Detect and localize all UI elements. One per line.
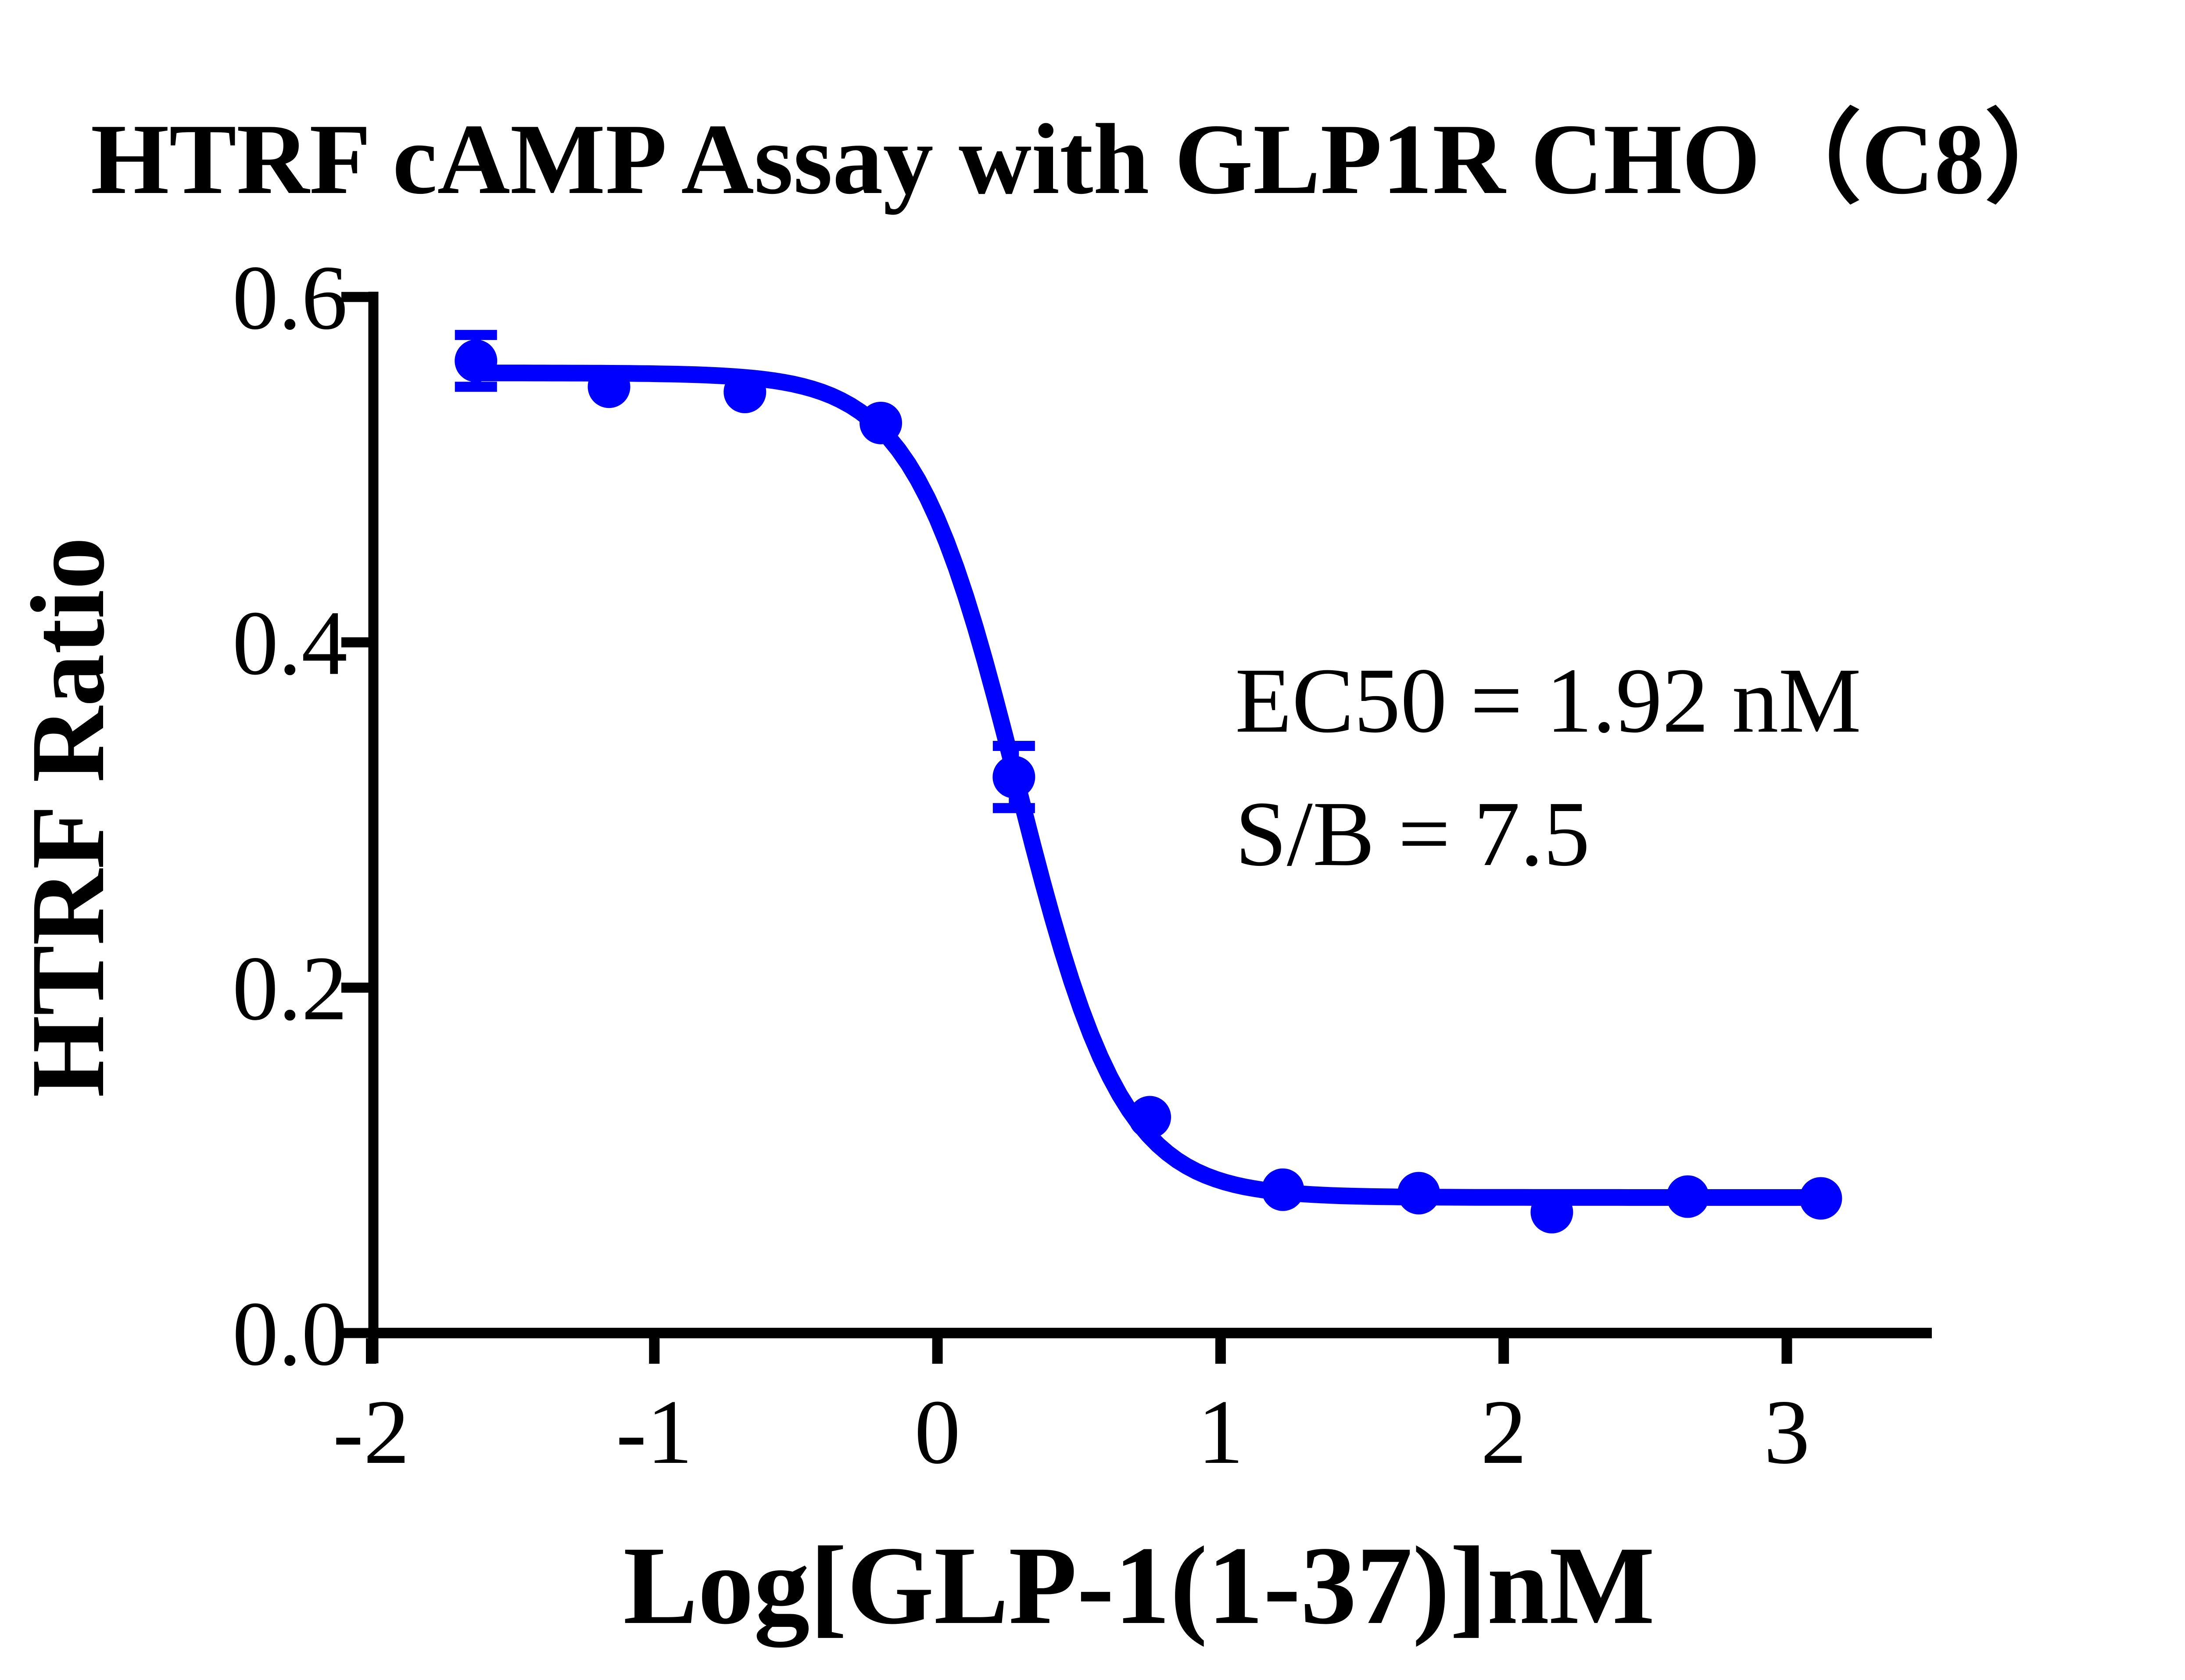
data-point: [1128, 1096, 1171, 1139]
data-point: [1530, 1190, 1573, 1233]
y-tick-label: 0.2: [233, 938, 348, 1040]
data-point: [1666, 1175, 1709, 1218]
data-point: [1397, 1172, 1440, 1215]
x-tick-label: 3: [1764, 1381, 1810, 1483]
x-tick-label: -1: [616, 1381, 693, 1483]
data-point: [860, 401, 903, 444]
data-point: [587, 365, 630, 408]
fit-curve: [467, 365, 1829, 1206]
x-tick-label: 2: [1481, 1381, 1527, 1483]
y-tick-label: 0.6: [233, 247, 348, 349]
x-tick-label: -2: [333, 1381, 410, 1483]
y-axis-label: HTRF Ratio: [9, 537, 126, 1097]
annotation-ec50: EC50 = 1.92 nM: [1235, 649, 1861, 752]
data-point: [1261, 1168, 1304, 1211]
y-tick-label: 0.0: [233, 1283, 348, 1385]
data-point: [992, 755, 1035, 798]
axes: [341, 292, 1932, 1364]
data-series: [455, 330, 1842, 1233]
chart-title: HTRF cAMP Assay with GLP1R CHO（C8）: [91, 103, 2086, 215]
annotation-signal-background: S/B = 7.5: [1235, 782, 1590, 885]
x-tick-label: 0: [914, 1381, 960, 1483]
x-tick-label: 1: [1197, 1381, 1243, 1483]
x-axis-label: Log[GLP-1(1-37)]nM: [623, 1524, 1655, 1648]
tick-labels: -2 -1 0 1 2 3 0.0 0.2 0.4 0.6: [233, 247, 1810, 1483]
data-point: [1799, 1177, 1842, 1220]
data-point: [455, 340, 498, 382]
y-tick-label: 0.4: [233, 592, 348, 694]
data-point: [724, 370, 767, 413]
